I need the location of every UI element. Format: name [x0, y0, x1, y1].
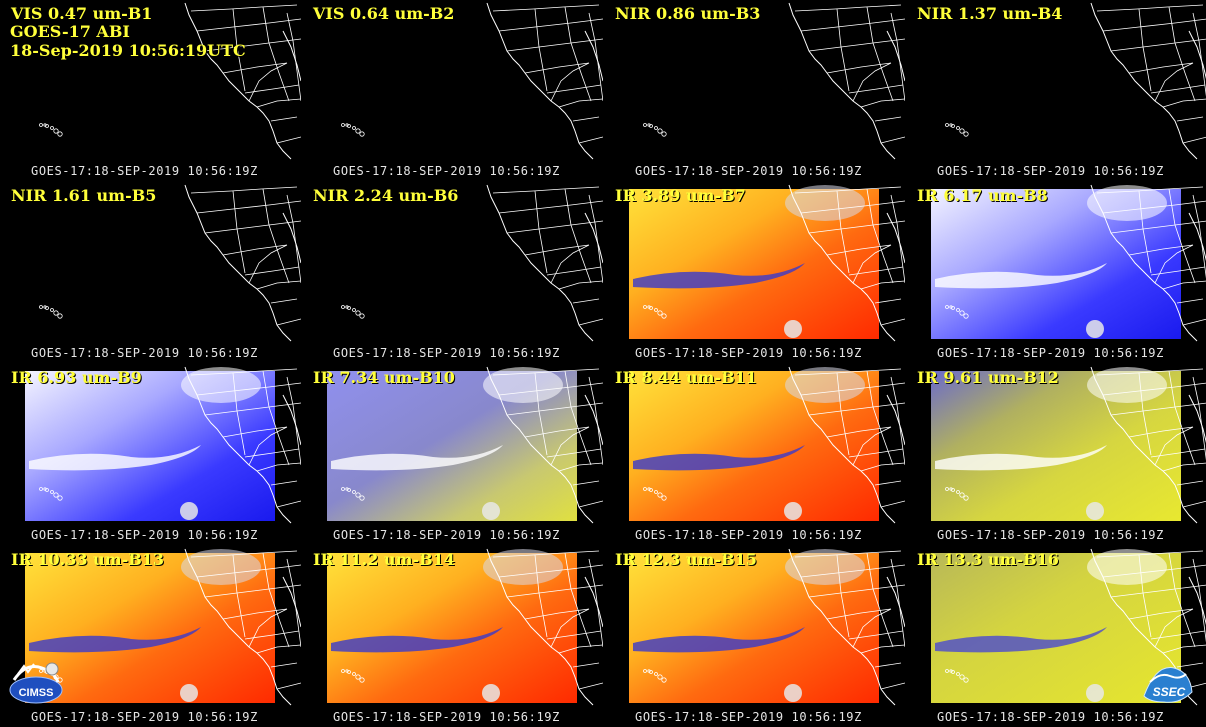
timestamp-label: GOES-17:18-SEP-2019 10:56:19Z [333, 528, 560, 542]
band-label: IR 12.3 um-B15 [615, 550, 757, 569]
timestamp-label: GOES-17:18-SEP-2019 10:56:19Z [333, 710, 560, 724]
timestamp-label: GOES-17:18-SEP-2019 10:56:19Z [937, 528, 1164, 542]
band-label: IR 10.33 um-B13 [11, 550, 165, 569]
timestamp-label: GOES-17:18-SEP-2019 10:56:19Z [635, 710, 862, 724]
satellite-image [39, 2, 301, 160]
band-label: NIR 1.61 um-B5 [11, 186, 157, 205]
timestamp-label: GOES-17:18-SEP-2019 10:56:19Z [937, 164, 1164, 178]
band-panel: IR 8.44 um-B11 GOES-17:18-SEP-2019 10:56:… [605, 365, 905, 545]
band-panel: NIR 1.37 um-B4 GOES-17:18-SEP-2019 10:56:… [907, 1, 1206, 181]
satellite-image [931, 548, 1206, 706]
satellite-image [931, 184, 1206, 342]
timestamp-label: GOES-17:18-SEP-2019 10:56:19Z [31, 528, 258, 542]
band-label: IR 6.17 um-B8 [917, 186, 1048, 205]
band-panel: VIS 0.47 um-B1 GOES-17:18-SEP-2019 10:56:… [1, 1, 301, 181]
satellite-image [643, 2, 905, 160]
timestamp-label: GOES-17:18-SEP-2019 10:56:19Z [31, 346, 258, 360]
satellite-image [341, 2, 603, 160]
timestamp-label: GOES-17:18-SEP-2019 10:56:19Z [937, 346, 1164, 360]
timestamp-label: GOES-17:18-SEP-2019 10:56:19Z [31, 710, 258, 724]
timestamp-label: GOES-17:18-SEP-2019 10:56:19Z [31, 164, 258, 178]
satellite-image [629, 184, 905, 342]
band-panel: IR 13.3 um-B16 GOES-17:18-SEP-2019 10:56:… [907, 547, 1206, 727]
band-panel: IR 3.89 um-B7 GOES-17:18-SEP-2019 10:56:1… [605, 183, 905, 363]
cimss-logo-text: CIMSS [19, 687, 54, 699]
band-panel: IR 7.34 um-B10 GOES-17:18-SEP-2019 10:56:… [303, 365, 603, 545]
cimss-logo: CIMSS [8, 660, 64, 704]
band-label: IR 8.44 um-B11 [615, 368, 757, 387]
satellite-image [945, 2, 1206, 160]
band-label: IR 9.61 um-B12 [917, 368, 1059, 387]
band-label: NIR 0.86 um-B3 [615, 4, 761, 23]
band-label: IR 6.93 um-B9 [11, 368, 142, 387]
band-panel: IR 10.33 um-B13 GOES-17:18-SEP-2019 10:56… [1, 547, 301, 727]
satellite-image [341, 184, 603, 342]
band-label: VIS 0.47 um-B1 [11, 4, 153, 23]
satellite-image [327, 366, 603, 524]
satellite-image [25, 366, 301, 524]
band-panel: IR 6.17 um-B8 GOES-17:18-SEP-2019 10:56:1… [907, 183, 1206, 363]
timestamp-label: GOES-17:18-SEP-2019 10:56:19Z [635, 164, 862, 178]
timestamp-label: GOES-17:18-SEP-2019 10:56:19Z [937, 710, 1164, 724]
satellite-image [629, 548, 905, 706]
band-panel: IR 12.3 um-B15 GOES-17:18-SEP-2019 10:56:… [605, 547, 905, 727]
band-label: IR 7.34 um-B10 [313, 368, 455, 387]
band-panel: NIR 2.24 um-B6 GOES-17:18-SEP-2019 10:56:… [303, 183, 603, 363]
satellite-image [931, 366, 1206, 524]
band-panel: NIR 1.61 um-B5 GOES-17:18-SEP-2019 10:56:… [1, 183, 301, 363]
satellite-image [39, 184, 301, 342]
timestamp-label: GOES-17:18-SEP-2019 10:56:19Z [333, 164, 560, 178]
band-panel: NIR 0.86 um-B3 GOES-17:18-SEP-2019 10:56:… [605, 1, 905, 181]
band-label: IR 11.2 um-B14 [313, 550, 455, 569]
band-label: VIS 0.64 um-B2 [313, 4, 455, 23]
timestamp-label: GOES-17:18-SEP-2019 10:56:19Z [635, 346, 862, 360]
satellite-image [25, 548, 301, 706]
band-panel: VIS 0.64 um-B2 GOES-17:18-SEP-2019 10:56:… [303, 1, 603, 181]
band-label: IR 3.89 um-B7 [615, 186, 746, 205]
timestamp-label: GOES-17:18-SEP-2019 10:56:19Z [333, 346, 560, 360]
ssec-logo-text: SSEC [1153, 685, 1186, 699]
satellite-name: GOES-17 ABI [10, 22, 130, 41]
band-label: IR 13.3 um-B16 [917, 550, 1059, 569]
header-info: GOES-17 ABI 18-Sep-2019 10:56:19UTC [10, 22, 246, 60]
band-panel: IR 9.61 um-B12 GOES-17:18-SEP-2019 10:56:… [907, 365, 1206, 545]
observation-datetime: 18-Sep-2019 10:56:19UTC [10, 41, 246, 60]
satellite-image [629, 366, 905, 524]
timestamp-label: GOES-17:18-SEP-2019 10:56:19Z [635, 528, 862, 542]
ssec-logo: SSEC [1140, 662, 1196, 706]
band-panel: IR 6.93 um-B9 GOES-17:18-SEP-2019 10:56:1… [1, 365, 301, 545]
band-panel: IR 11.2 um-B14 GOES-17:18-SEP-2019 10:56:… [303, 547, 603, 727]
band-label: NIR 1.37 um-B4 [917, 4, 1063, 23]
satellite-image [327, 548, 603, 706]
band-label: NIR 2.24 um-B6 [313, 186, 459, 205]
